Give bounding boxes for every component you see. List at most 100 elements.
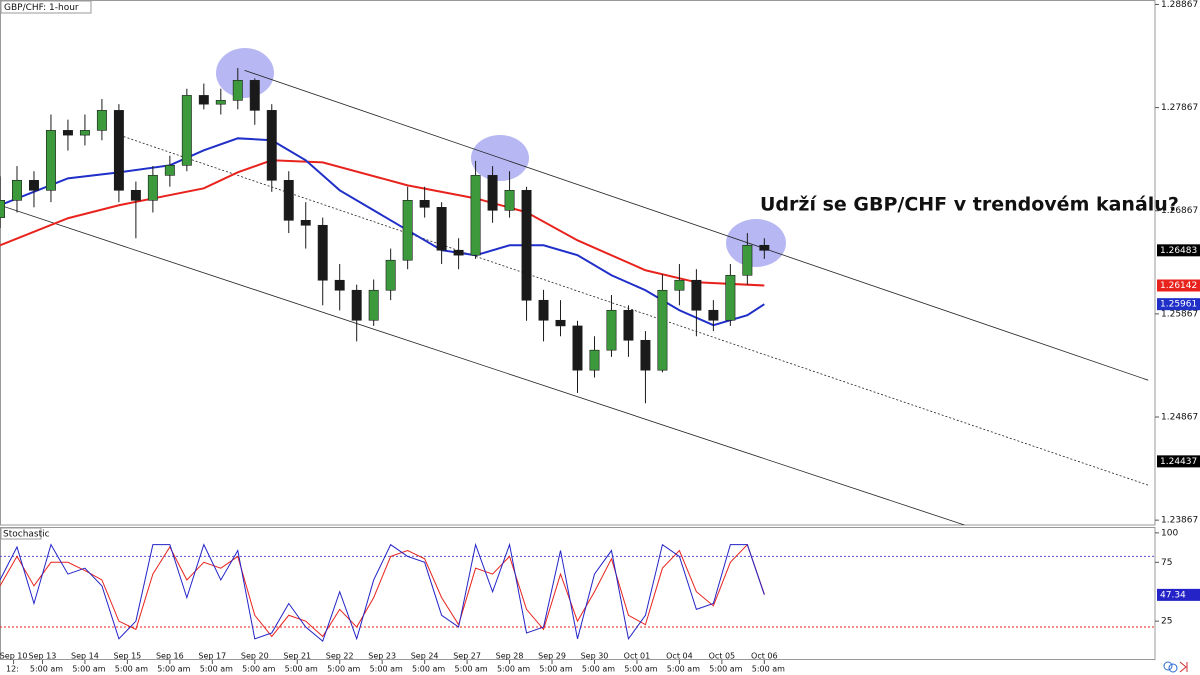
highlight bbox=[216, 48, 274, 98]
candle-body bbox=[436, 207, 447, 251]
candle-body bbox=[283, 179, 294, 221]
candle-body bbox=[164, 165, 175, 176]
candle-body bbox=[181, 95, 192, 166]
x-tick-label: Sep 27 bbox=[453, 652, 481, 661]
x-time-label: 5:00 am bbox=[752, 665, 785, 674]
candle-body bbox=[640, 339, 651, 371]
candle-body bbox=[28, 179, 39, 191]
candle-body bbox=[334, 279, 345, 291]
icon bbox=[1168, 663, 1178, 673]
x-time-label: 5:00 am bbox=[285, 665, 318, 674]
x-tick-label: Sep 17 bbox=[198, 652, 226, 661]
candle-body bbox=[572, 325, 583, 371]
x-tick-label: Sep 28 bbox=[496, 652, 524, 661]
candle-body bbox=[45, 130, 56, 191]
candle-body bbox=[555, 319, 566, 327]
stoch-line bbox=[0, 543, 765, 638]
x-tick-label: Oct 06 bbox=[751, 652, 778, 661]
x-time-label: 5:00 am bbox=[454, 665, 487, 674]
x-time-label: 5:00 am bbox=[539, 665, 572, 674]
candle-body bbox=[521, 189, 532, 301]
stoch-title-box bbox=[0, 527, 42, 540]
x-time-label: 5:00 am bbox=[497, 665, 530, 674]
price-badge bbox=[1157, 279, 1200, 292]
highlight bbox=[726, 219, 786, 267]
x-tick-label: Sep 13 bbox=[29, 652, 57, 661]
candle-body bbox=[12, 179, 22, 201]
price-badge bbox=[1157, 298, 1200, 311]
icon bbox=[1179, 661, 1188, 673]
x-time-label: 5:00 am bbox=[242, 665, 275, 674]
candle-body bbox=[606, 309, 617, 351]
price-badge-label: 1.26483 bbox=[1160, 246, 1197, 256]
candle-body bbox=[691, 279, 702, 311]
x-time-label: 5:00 am bbox=[412, 665, 445, 674]
candle-body bbox=[351, 289, 362, 321]
price-badge bbox=[1157, 588, 1200, 601]
x-time-label: 5:00 am bbox=[709, 665, 742, 674]
x-time-label: 12: bbox=[6, 665, 19, 674]
main-panel bbox=[0, 0, 1156, 526]
x-time-label: 5:00 am bbox=[115, 665, 148, 674]
y-tick-label: 1.26867 bbox=[1161, 206, 1198, 216]
candle-body bbox=[0, 200, 5, 218]
x-tick-label: Sep 29 bbox=[538, 652, 566, 661]
x-tick-label: Sep 24 bbox=[411, 652, 439, 661]
candle-body bbox=[453, 249, 464, 256]
candle-body bbox=[96, 110, 107, 131]
candle-body bbox=[62, 130, 73, 136]
x-time-label: 5:00 am bbox=[370, 665, 403, 674]
annotation: Udrží se GBP/CHF v trendovém kanálu? bbox=[760, 194, 1179, 216]
x-tick-label: Oct 05 bbox=[709, 652, 736, 661]
x-time-label: 5:00 am bbox=[624, 665, 657, 674]
candle-body bbox=[249, 80, 260, 111]
candle-body bbox=[147, 175, 158, 201]
candle-body bbox=[198, 95, 209, 105]
candle-body bbox=[708, 309, 719, 321]
price-badge-label: 1.25961 bbox=[1160, 300, 1197, 310]
x-tick-label: Sep 15 bbox=[113, 652, 141, 661]
candle-body bbox=[504, 189, 515, 211]
x-time-label: 5:00 am bbox=[667, 665, 700, 674]
stoch-title: Stochastic bbox=[3, 530, 50, 540]
candle-body bbox=[623, 309, 634, 341]
x-tick-label: Sep 21 bbox=[283, 652, 311, 661]
candle-body bbox=[368, 289, 379, 321]
y-tick-label: 25 bbox=[1161, 617, 1172, 627]
price-badge bbox=[1157, 244, 1200, 257]
candle-body bbox=[538, 299, 549, 321]
y-tick-label: 1.23867 bbox=[1161, 516, 1198, 526]
stoch-plot bbox=[0, 542, 1155, 643]
x-time-label: 5:00 am bbox=[30, 665, 63, 674]
x-tick-label: Sep 10 bbox=[0, 652, 27, 661]
y-tick-label: 1.25867 bbox=[1161, 309, 1198, 319]
candle-body bbox=[317, 224, 328, 281]
stoch-panel bbox=[0, 527, 1156, 660]
price-badge bbox=[1157, 455, 1200, 468]
channel-line bbox=[244, 69, 1149, 381]
x-tick-label: Sep 16 bbox=[156, 652, 184, 661]
x-time-label: 5:00 am bbox=[200, 665, 233, 674]
candle-body bbox=[470, 175, 481, 256]
candle-body bbox=[759, 244, 770, 251]
y-tick-label: 100 bbox=[1161, 528, 1178, 538]
x-tick-label: Sep 30 bbox=[581, 652, 609, 661]
y-tick-label: 1.24867 bbox=[1161, 413, 1198, 423]
candle-body bbox=[215, 100, 226, 105]
candle-body bbox=[487, 175, 498, 211]
icon bbox=[1163, 661, 1173, 671]
candle-body bbox=[674, 279, 685, 291]
price-badge-label: 47.34 bbox=[1160, 590, 1186, 600]
y-tick-label: 75 bbox=[1161, 558, 1172, 568]
stoch-line bbox=[0, 542, 765, 643]
x-time-label: 5:00 am bbox=[72, 665, 105, 674]
x-time-label: 5:00 am bbox=[157, 665, 190, 674]
price-badge-label: 1.24437 bbox=[1160, 457, 1197, 467]
title-box bbox=[0, 0, 92, 14]
x-tick-label: Sep 14 bbox=[71, 652, 99, 661]
candle-body bbox=[300, 220, 311, 226]
footer-icons bbox=[1163, 661, 1188, 673]
